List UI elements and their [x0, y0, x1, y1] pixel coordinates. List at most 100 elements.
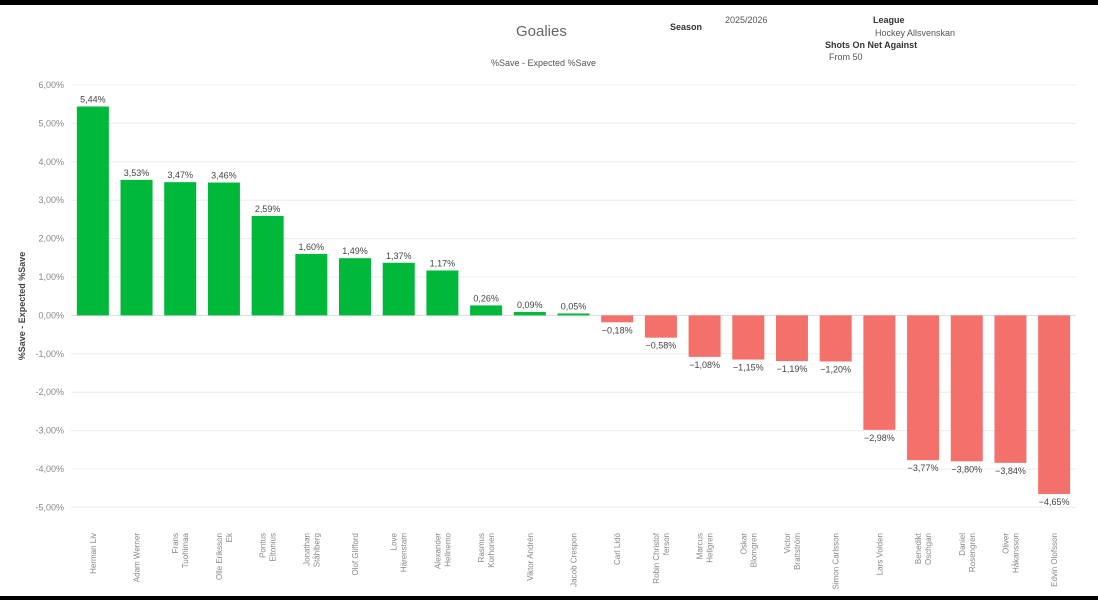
bar — [601, 315, 634, 323]
x-tick-label-line: Frans — [171, 533, 180, 553]
bar — [863, 315, 896, 430]
bar — [164, 182, 197, 316]
bar — [426, 270, 459, 316]
y-tick-label: 2,00% — [38, 234, 64, 244]
season-filter-value[interactable]: 2025/2026 — [725, 15, 768, 25]
x-tick-label: Daniel Rosengren — [958, 533, 977, 572]
x-tick-label-line: Korhonen — [487, 533, 496, 568]
data-label: −2,98% — [864, 433, 895, 443]
x-tick-label: Carl Lidö — [613, 532, 622, 565]
x-tick-label-line: Daniel — [958, 533, 967, 556]
league-filter-label: League — [873, 15, 905, 25]
y-tick-label: 3,00% — [38, 195, 64, 205]
x-tick-label-line: Brattström — [793, 533, 802, 570]
bar — [775, 315, 808, 362]
data-label: −1,15% — [733, 363, 764, 373]
x-tick-label: Simon Carlsson — [832, 533, 841, 589]
x-tick-label-line: Carl Lidö — [613, 532, 622, 565]
x-tick-label: Viktor Andrén — [526, 533, 535, 581]
bar — [732, 315, 765, 360]
x-tick-label-line: Simon Carlsson — [832, 533, 841, 589]
x-tick-label-line: Rasmus — [477, 533, 486, 562]
y-tick-label: -2,00% — [35, 387, 64, 397]
x-tick-label-line: Håkansson — [1011, 533, 1020, 573]
data-label: −1,19% — [777, 364, 808, 374]
shots-filter-value[interactable]: From 50 — [829, 52, 863, 62]
data-label: 2,59% — [255, 204, 281, 214]
bar — [339, 258, 372, 316]
x-tick-label-line: Benedikt — [914, 532, 923, 564]
data-label: 5,44% — [80, 95, 106, 105]
chart-subtitle: %Save - Expected %Save — [491, 58, 597, 68]
league-filter-value[interactable]: Hockey Allsvenskan — [875, 28, 956, 38]
data-label: 3,46% — [211, 171, 237, 181]
data-label: 1,37% — [386, 251, 412, 261]
x-tick-label: Olof Glifford — [351, 533, 360, 576]
chart-title: Goalies — [516, 23, 567, 40]
y-tick-label: -3,00% — [35, 426, 64, 436]
data-label: 3,47% — [167, 170, 193, 180]
data-label: −3,77% — [908, 463, 939, 473]
data-label: −0,58% — [646, 341, 677, 351]
y-tick-label: 0,00% — [38, 310, 64, 320]
x-tick-label: Alexander Hellnemo — [433, 532, 452, 569]
bar — [907, 315, 940, 461]
x-tick-label-line: Adam Werner — [133, 533, 142, 583]
y-tick-label: 1,00% — [38, 272, 64, 282]
x-tick-label-line: Eltonius — [269, 533, 278, 561]
x-tick-label: Frans Tuohimaa — [171, 532, 190, 568]
x-tick-label-line: Ek — [225, 532, 234, 542]
x-tick-label-line: Herman Liv — [89, 533, 98, 574]
y-tick-label: -4,00% — [35, 464, 64, 474]
data-label: −3,80% — [951, 464, 982, 474]
data-label: −1,20% — [820, 364, 851, 374]
bar — [1038, 315, 1071, 494]
x-tick-label-line: Pontus — [259, 533, 268, 558]
data-label: 0,26% — [473, 293, 499, 303]
data-label: 1,17% — [430, 258, 456, 268]
bar — [382, 262, 415, 316]
data-label: 0,05% — [561, 301, 587, 311]
bar — [644, 315, 677, 338]
x-tick-label-line: Hellnemo — [443, 532, 452, 566]
x-tick-label: Pontus Eltonius — [259, 533, 278, 561]
x-tick-label-line: Oskar — [739, 533, 748, 555]
x-tick-label-line: Edvin Olofsson — [1050, 533, 1059, 587]
x-tick-label-line: Oschgan — [924, 533, 933, 565]
x-tick-label-line: Victor — [783, 533, 792, 554]
data-label: −0,18% — [602, 325, 633, 335]
x-tick-label-line: Lars Volden — [875, 533, 884, 575]
data-label: −4,65% — [1039, 497, 1070, 507]
x-tick-label: Victor Brattström — [783, 533, 802, 570]
x-tick-label: Herman Liv — [89, 533, 98, 574]
shots-filter-label: Shots On Net Against — [825, 40, 918, 50]
x-tick-label: Benedikt Oschgan — [914, 532, 933, 565]
data-label: −1,08% — [689, 360, 720, 370]
x-tick-label: Lars Volden — [875, 533, 884, 575]
dashboard-canvas: Goalies %Save - Expected %Save Season 20… — [0, 5, 1098, 596]
x-tick-label-line: ferson — [662, 533, 671, 555]
bar-chart: 6,00% 5,00% 4,00% 3,00% 2,00% 1,00% 0,00% -1,00… — [35, 80, 1076, 589]
x-tick-label-line: Robin Christof — [652, 532, 661, 583]
x-tick-label: Marcus Hellgren — [696, 533, 715, 563]
bar — [994, 315, 1027, 463]
season-filter-label: Season — [670, 22, 703, 32]
bar — [251, 215, 284, 316]
x-tick-label: Olle Eriksson Ek — [215, 532, 234, 580]
x-tick-label-line: Ståhlberg — [312, 533, 321, 567]
x-tick-label-line: Love — [390, 532, 399, 550]
x-tick-label-line: Marcus — [696, 533, 705, 559]
x-tick-label: Edvin Olofsson — [1050, 533, 1059, 587]
y-tick-label: 6,00% — [38, 80, 64, 90]
x-tick-label-line: Blomgren — [749, 533, 758, 567]
y-tick-label: -5,00% — [35, 502, 64, 512]
x-tick-label: Jacob Crespon — [570, 533, 579, 587]
bar — [950, 315, 983, 462]
x-tick-label-line: Hellgren — [706, 533, 715, 563]
data-label: 0,09% — [517, 300, 543, 310]
bar — [819, 315, 852, 362]
bar — [688, 315, 721, 357]
bar — [120, 179, 153, 316]
x-tick-label: Oliver Håkansson — [1001, 533, 1020, 573]
bar — [513, 311, 546, 316]
